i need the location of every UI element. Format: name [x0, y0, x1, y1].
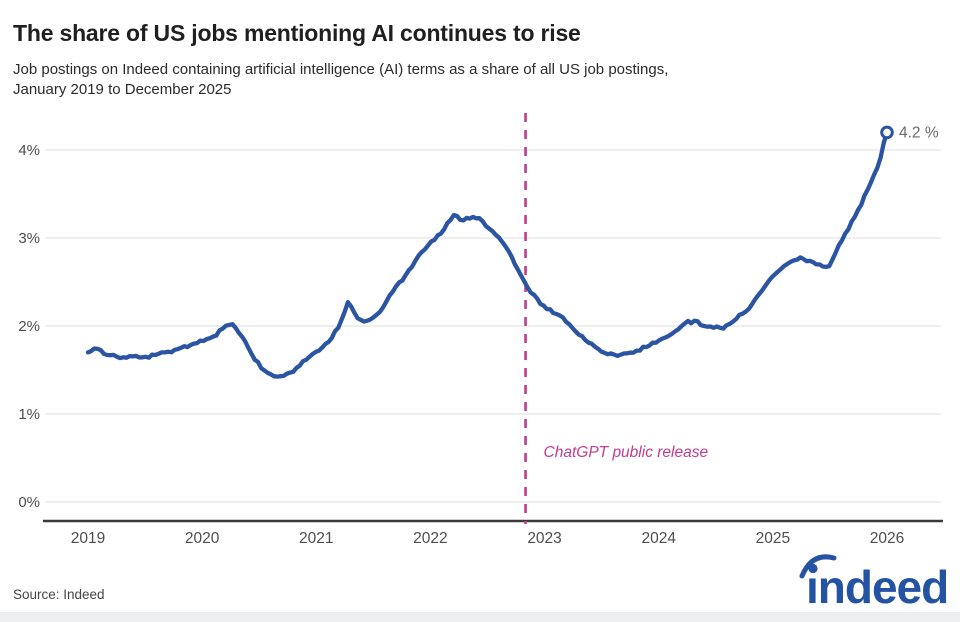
- y-axis-tick-label: 0%: [18, 494, 40, 511]
- x-axis-tick-label: 2024: [641, 530, 676, 547]
- bottom-border: [0, 612, 960, 622]
- endpoint-value-label: 4.2 %: [899, 124, 939, 141]
- chatgpt-release-label: ChatGPT public release: [544, 444, 709, 461]
- y-axis-tick-label: 1%: [18, 406, 40, 423]
- y-axis-tick-label: 2%: [18, 318, 40, 335]
- x-axis-tick-label: 2026: [870, 530, 904, 547]
- x-axis-tick-label: 2019: [71, 530, 105, 547]
- x-axis-tick-label: 2025: [756, 530, 790, 547]
- indeed-swoosh-icon: [799, 554, 837, 579]
- y-axis-tick-label: 4%: [18, 142, 40, 159]
- chart-title: The share of US jobs mentioning AI conti…: [13, 20, 581, 46]
- x-axis-tick-label: 2022: [413, 530, 447, 547]
- ai-share-line: [85, 130, 890, 379]
- indeed-logo-text: ındeed: [806, 561, 948, 612]
- y-axis-tick-label: 3%: [18, 230, 40, 247]
- endpoint-marker: [880, 125, 894, 140]
- chart-subtitle: Job postings on Indeed containing artifi…: [13, 61, 669, 99]
- indeed-logo: ındeed: [796, 554, 949, 613]
- x-axis-tick-label: 2023: [527, 530, 561, 547]
- x-axis-tick-label: 2021: [299, 530, 333, 547]
- source-note: Source: Indeed: [13, 587, 105, 602]
- x-axis-tick-label: 2020: [185, 530, 220, 547]
- indeed-logo-graphic: ındeed: [799, 554, 949, 613]
